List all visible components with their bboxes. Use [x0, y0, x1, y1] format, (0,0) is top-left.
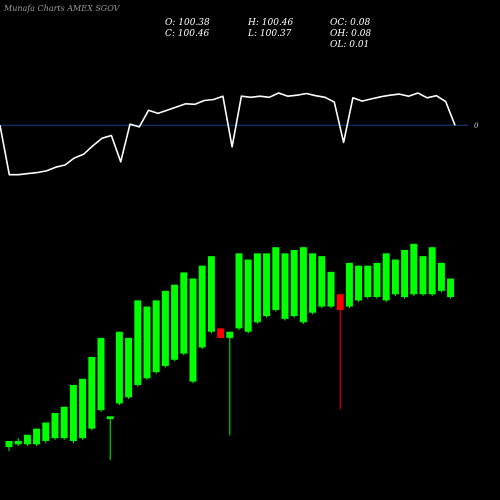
candle-body [69, 384, 77, 441]
candle-body [419, 256, 427, 295]
candle-body [5, 440, 13, 448]
candle-body [217, 328, 225, 338]
candle-body [373, 262, 381, 298]
low-label: L: 100.37 [247, 29, 292, 39]
candle-body [189, 278, 197, 382]
candle-body [244, 259, 252, 332]
candle-body [447, 278, 455, 298]
candle-body [143, 306, 151, 379]
close-label: C: 100.46 [165, 29, 210, 39]
candle-body [299, 247, 307, 323]
candle-body [115, 331, 123, 404]
candle-body [364, 265, 372, 298]
candle-body [198, 265, 206, 348]
candle-body [437, 262, 445, 291]
candle-body [327, 271, 335, 307]
candle-body [33, 428, 41, 445]
candle-body [290, 250, 298, 317]
candle-body [391, 259, 399, 295]
candle-body [106, 416, 114, 420]
indicator-panel [0, 92, 456, 176]
chart-title: Munafa Charts AMEX SGOV [3, 4, 121, 13]
candle-body [272, 247, 280, 310]
candle-body [161, 290, 169, 366]
candle-body [88, 356, 96, 429]
candlestick-panel [5, 243, 455, 460]
candle-body [97, 337, 105, 411]
high-label: H: 100.46 [247, 18, 294, 28]
candle-body [51, 412, 59, 439]
candle-body [410, 243, 418, 295]
oh-label: OH: 0.08 [330, 29, 371, 39]
candle-body [226, 331, 234, 338]
candle-body [318, 256, 326, 307]
candle-body [60, 406, 68, 439]
ol-label: OL: 0.01 [330, 40, 369, 50]
candle-body [14, 440, 22, 445]
indicator-line [0, 92, 456, 176]
candle-body [281, 253, 289, 319]
candle-body [207, 256, 215, 332]
candle-body [23, 434, 31, 445]
candle-body [263, 253, 271, 317]
candle-body [253, 253, 261, 323]
candle-body [171, 284, 179, 360]
candle-body [235, 253, 243, 329]
candle-body [42, 422, 50, 441]
oc-label: OC: 0.08 [330, 18, 370, 28]
candle-body [180, 272, 188, 354]
candle-body [134, 300, 142, 385]
candle-body [428, 247, 436, 295]
candle-body [125, 337, 133, 398]
open-label: O: 100.38 [165, 18, 210, 28]
candle-body [401, 250, 409, 298]
candle-body [355, 265, 363, 301]
candle-body [345, 262, 353, 307]
candle-body [309, 253, 317, 313]
candle-body [336, 294, 344, 310]
candle-body [152, 300, 160, 373]
indicator-zero-label: 0 [474, 122, 479, 130]
candle-body [79, 378, 87, 439]
candle-body [382, 253, 390, 301]
